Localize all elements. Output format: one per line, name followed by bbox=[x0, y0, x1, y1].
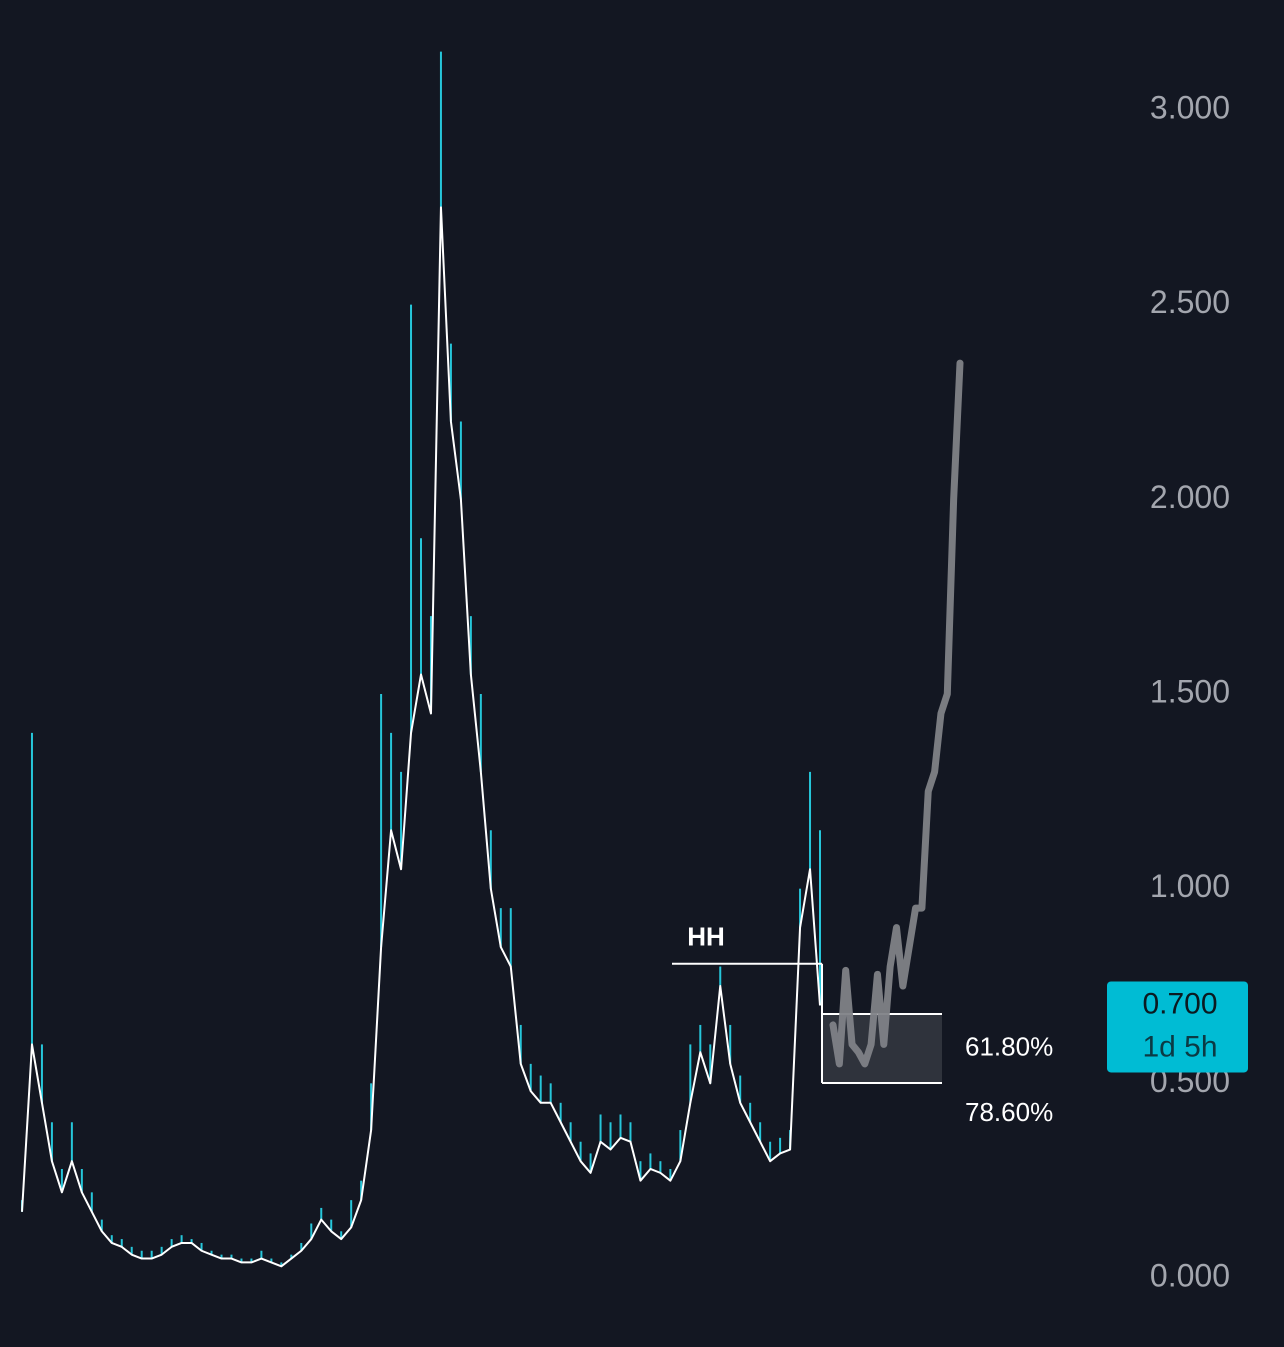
y-tick-label: 2.500 bbox=[1150, 284, 1230, 320]
price-tag-countdown: 1d 5h bbox=[1142, 1030, 1217, 1063]
hh-label: HH bbox=[687, 922, 725, 952]
y-tick-label: 0.000 bbox=[1150, 1257, 1230, 1293]
fib-label: 61.80% bbox=[965, 1031, 1053, 1061]
price-tag-value: 0.700 bbox=[1142, 987, 1217, 1020]
price-tag bbox=[1107, 981, 1248, 1073]
price-line bbox=[21, 206, 821, 1268]
y-tick-label: 1.000 bbox=[1150, 868, 1230, 904]
y-tick-label: 1.500 bbox=[1150, 673, 1230, 709]
y-tick-label: 3.000 bbox=[1150, 89, 1230, 125]
y-tick-label: 2.000 bbox=[1150, 479, 1230, 515]
fib-label: 78.60% bbox=[965, 1097, 1053, 1127]
projection-line bbox=[829, 359, 964, 1068]
